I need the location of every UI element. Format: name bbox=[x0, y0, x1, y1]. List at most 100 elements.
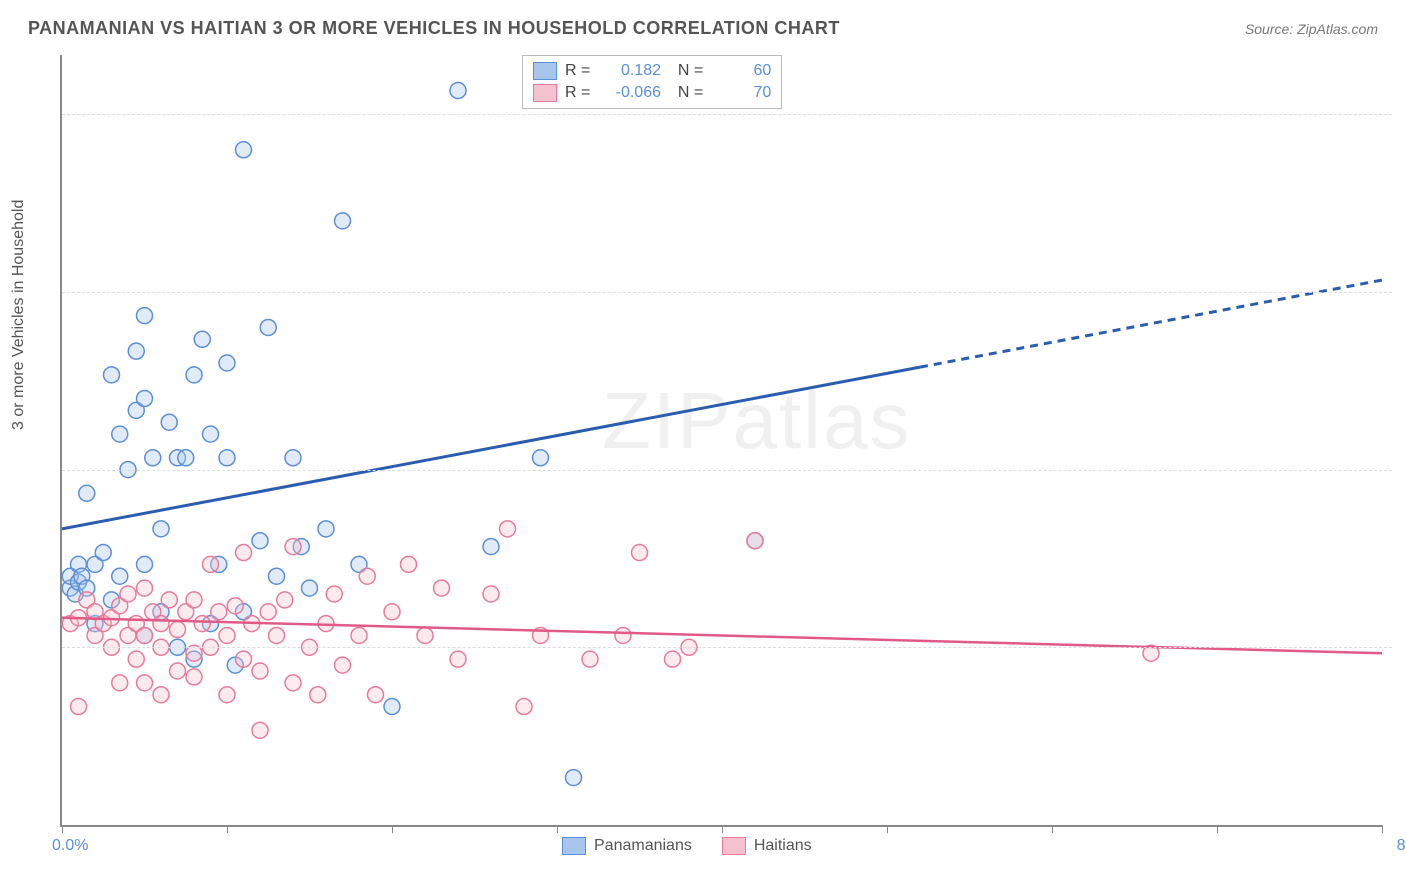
y-axis-label: 3 or more Vehicles in Household bbox=[10, 200, 28, 430]
legend-item-panamanians: Panamanians bbox=[562, 837, 692, 855]
data-point bbox=[516, 699, 532, 715]
swatch-haitians-bottom bbox=[722, 837, 746, 855]
n-label: N = bbox=[669, 62, 703, 80]
gridline bbox=[62, 470, 1392, 471]
data-point bbox=[211, 604, 227, 620]
data-point bbox=[227, 598, 243, 614]
legend-label-panamanians: Panamanians bbox=[594, 837, 692, 855]
data-point bbox=[186, 592, 202, 608]
data-point bbox=[71, 699, 87, 715]
data-point bbox=[632, 545, 648, 561]
legend-bottom: Panamanians Haitians bbox=[562, 837, 812, 855]
data-point bbox=[450, 651, 466, 667]
swatch-haitians bbox=[533, 84, 557, 102]
data-point bbox=[285, 675, 301, 691]
data-point bbox=[194, 331, 210, 347]
x-axis-label-right: 80.0% bbox=[1397, 837, 1406, 855]
r-value-panamanians: 0.182 bbox=[601, 62, 661, 80]
data-point bbox=[252, 722, 268, 738]
data-point bbox=[137, 308, 153, 324]
n-label: N = bbox=[669, 84, 703, 102]
data-point bbox=[112, 675, 128, 691]
data-point bbox=[79, 485, 95, 501]
data-point bbox=[582, 651, 598, 667]
data-point bbox=[326, 586, 342, 602]
data-point bbox=[128, 651, 144, 667]
data-point bbox=[252, 663, 268, 679]
data-point bbox=[137, 580, 153, 596]
legend-label-haitians: Haitians bbox=[754, 837, 812, 855]
data-point bbox=[747, 533, 763, 549]
regression-line-dashed bbox=[920, 280, 1382, 367]
x-tick bbox=[722, 825, 723, 833]
data-point bbox=[128, 343, 144, 359]
data-point bbox=[384, 604, 400, 620]
n-value-panamanians: 60 bbox=[711, 62, 771, 80]
plot-area: ZIPatlas R = 0.182 N = 60 R = -0.066 N =… bbox=[60, 55, 1382, 827]
data-point bbox=[219, 627, 235, 643]
data-point bbox=[277, 592, 293, 608]
data-point bbox=[351, 627, 367, 643]
data-point bbox=[137, 556, 153, 572]
data-point bbox=[137, 675, 153, 691]
n-value-haitians: 70 bbox=[711, 84, 771, 102]
data-point bbox=[566, 770, 582, 786]
data-point bbox=[219, 355, 235, 371]
x-tick bbox=[1052, 825, 1053, 833]
data-point bbox=[417, 627, 433, 643]
r-label: R = bbox=[565, 62, 593, 80]
data-point bbox=[401, 556, 417, 572]
data-point bbox=[153, 521, 169, 537]
data-point bbox=[252, 533, 268, 549]
data-point bbox=[236, 142, 252, 158]
data-point bbox=[285, 539, 301, 555]
data-point bbox=[186, 669, 202, 685]
data-point bbox=[137, 391, 153, 407]
data-point bbox=[483, 586, 499, 602]
data-point bbox=[186, 367, 202, 383]
data-point bbox=[302, 580, 318, 596]
x-tick bbox=[557, 825, 558, 833]
data-point bbox=[318, 521, 334, 537]
data-point bbox=[137, 627, 153, 643]
x-tick bbox=[392, 825, 393, 833]
data-point bbox=[203, 426, 219, 442]
data-point bbox=[104, 367, 120, 383]
x-tick bbox=[1217, 825, 1218, 833]
legend-row-haitians: R = -0.066 N = 70 bbox=[533, 82, 771, 104]
chart-title: PANAMANIAN VS HAITIAN 3 OR MORE VEHICLES… bbox=[28, 18, 840, 39]
swatch-panamanians-bottom bbox=[562, 837, 586, 855]
x-tick bbox=[1382, 825, 1383, 833]
data-point bbox=[145, 450, 161, 466]
data-point bbox=[615, 627, 631, 643]
source-text: Source: ZipAtlas.com bbox=[1245, 21, 1378, 37]
data-point bbox=[269, 568, 285, 584]
scatter-svg bbox=[62, 55, 1382, 825]
data-point bbox=[260, 319, 276, 335]
data-point bbox=[335, 657, 351, 673]
data-point bbox=[170, 663, 186, 679]
data-point bbox=[450, 83, 466, 99]
data-point bbox=[310, 687, 326, 703]
x-tick bbox=[887, 825, 888, 833]
data-point bbox=[384, 699, 400, 715]
header: PANAMANIAN VS HAITIAN 3 OR MORE VEHICLES… bbox=[28, 18, 1378, 39]
x-axis-label-left: 0.0% bbox=[52, 837, 88, 855]
data-point bbox=[335, 213, 351, 229]
data-point bbox=[203, 556, 219, 572]
data-point bbox=[260, 604, 276, 620]
data-point bbox=[178, 450, 194, 466]
data-point bbox=[161, 592, 177, 608]
data-point bbox=[153, 687, 169, 703]
data-point bbox=[219, 450, 235, 466]
regression-line bbox=[62, 367, 920, 529]
data-point bbox=[194, 616, 210, 632]
x-tick bbox=[227, 825, 228, 833]
data-point bbox=[359, 568, 375, 584]
r-value-haitians: -0.066 bbox=[601, 84, 661, 102]
swatch-panamanians bbox=[533, 62, 557, 80]
data-point bbox=[533, 450, 549, 466]
data-point bbox=[219, 687, 235, 703]
gridline bbox=[62, 114, 1392, 115]
data-point bbox=[95, 545, 111, 561]
